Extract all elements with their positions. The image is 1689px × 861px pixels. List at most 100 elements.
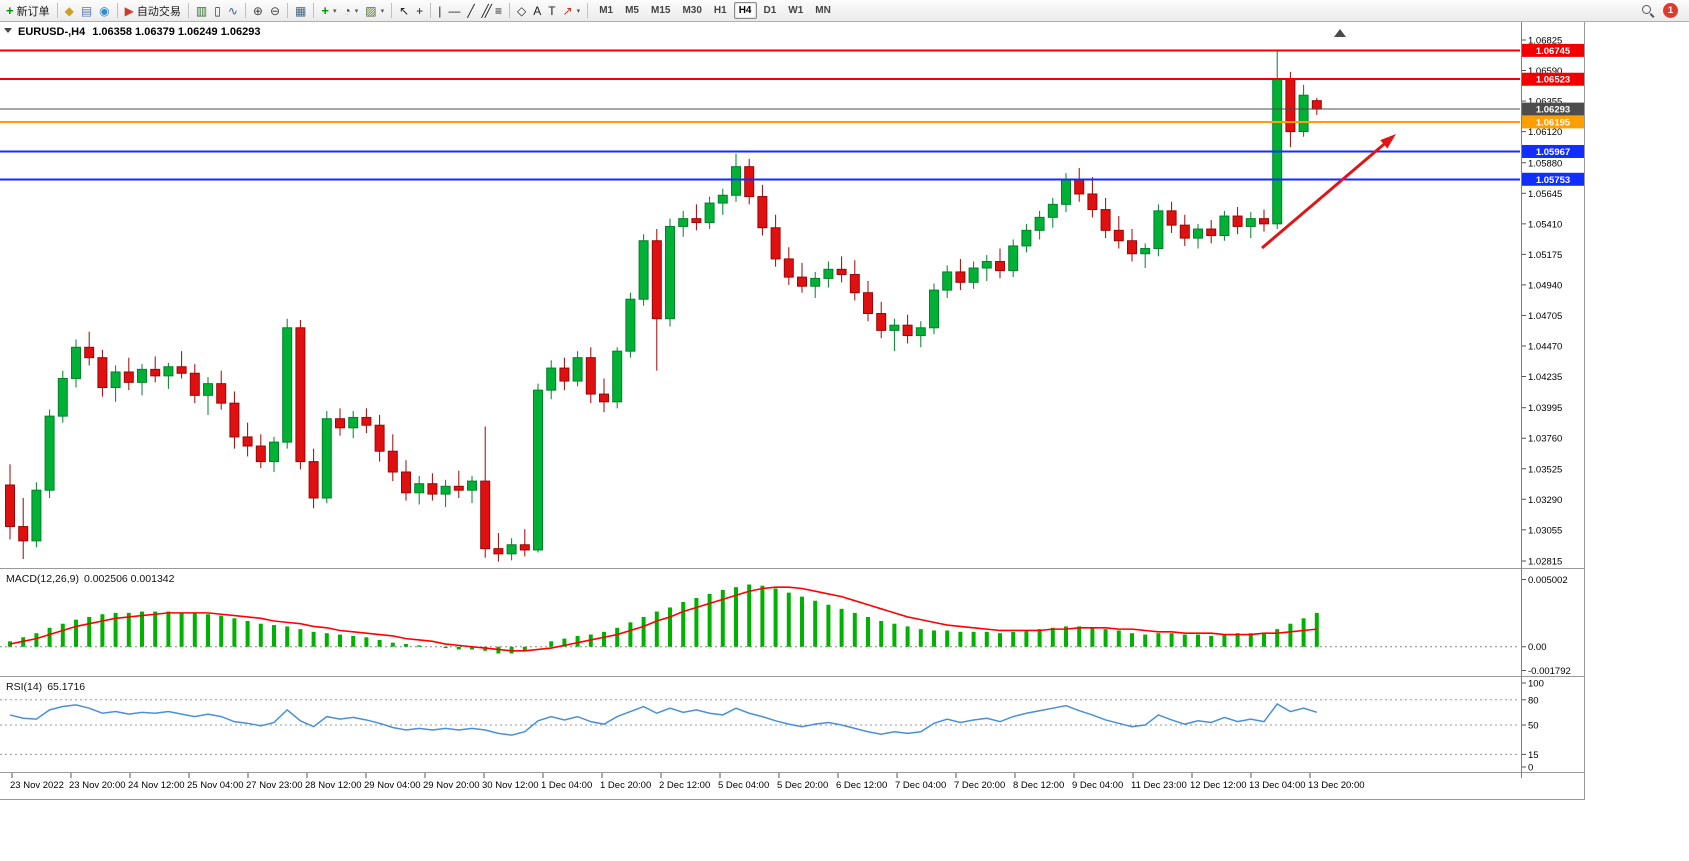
dropdown-arrow-icon: ▾: [576, 7, 581, 15]
time-label: 7 Dec 04:00: [895, 780, 946, 791]
macd-signal-line: [9, 586, 1317, 652]
templates-button[interactable]: ▨ ▾: [362, 2, 387, 20]
candlestick-chart-button[interactable]: ▯: [211, 2, 224, 20]
candle-body: [863, 292, 873, 314]
chart-graphics: 1.06825 1.06590 1.06355 1.06120 1.05880 1.056…: [0, 22, 1585, 802]
candle-body: [1061, 179, 1071, 205]
tile-windows-button[interactable]: ▦: [292, 2, 309, 20]
candle-body: [506, 544, 517, 555]
candle-body: [1245, 218, 1256, 227]
line-chart-button[interactable]: ∿: [225, 2, 241, 20]
candle-body: [968, 267, 979, 283]
tile-windows-icon: ▦: [295, 3, 307, 18]
timeframe-d1[interactable]: D1: [763, 5, 777, 16]
candle-body: [1232, 215, 1243, 227]
text-icon: A: [533, 3, 542, 18]
price-label: 1.06590: [1528, 66, 1562, 77]
timeframe-m5[interactable]: M5: [625, 5, 639, 16]
time-label: 25 Nov 04:00: [187, 780, 244, 791]
periods-button[interactable]: ◔ ▾: [340, 2, 361, 20]
price-axis[interactable]: 1.06825 1.06590 1.06355 1.06120 1.05880 1.056…: [1521, 36, 1585, 568]
candlestick-chart-icon: ▯: [214, 3, 221, 18]
candle-body: [942, 271, 953, 291]
autotrading-button-label: 自动交易: [136, 5, 181, 18]
toolbar-separator: [56, 3, 58, 18]
rsi-line: [9, 703, 1318, 736]
time-label: 5 Dec 04:00: [718, 780, 769, 791]
time-label: 1 Dec 20:00: [600, 780, 651, 791]
time-label: 7 Dec 20:00: [954, 780, 1005, 791]
candle-body: [572, 357, 583, 382]
candle-body: [1285, 79, 1296, 133]
market-watch-button[interactable]: ◉: [96, 2, 112, 20]
indicators-button[interactable]: + ▾: [318, 2, 339, 20]
chart-shift-marker[interactable]: [1334, 29, 1346, 37]
chart-window: 1.06825 1.06590 1.06355 1.06120 1.05880 1.056…: [0, 22, 1585, 802]
vertical-line-button[interactable]: |: [435, 2, 444, 20]
charts-button[interactable]: ◆: [62, 2, 77, 20]
time-label: 30 Nov 12:00: [482, 780, 539, 791]
candle-body: [691, 218, 702, 224]
dropdown-arrow-icon: ▾: [332, 7, 337, 15]
candle-body: [1021, 229, 1032, 247]
timeframe-w1[interactable]: W1: [788, 5, 804, 16]
timeframe-mn[interactable]: MN: [815, 5, 831, 16]
channel-button[interactable]: ╱╱: [479, 2, 493, 20]
candle-body: [282, 327, 293, 443]
arrows-button[interactable]: ↗ ▾: [560, 2, 584, 20]
candle-body: [5, 484, 15, 528]
trend-arrow-head[interactable]: [1380, 134, 1396, 149]
label-button[interactable]: T: [545, 2, 558, 20]
trendline-button[interactable]: ╱: [464, 2, 477, 20]
new-order-button[interactable]: + 新订单: [3, 2, 53, 20]
price-label: 1.04470: [1528, 341, 1562, 352]
rsi-axis-label: 50: [1528, 721, 1539, 732]
candle-body: [480, 480, 491, 550]
text-button[interactable]: A: [530, 2, 544, 20]
timeframe-m15[interactable]: M15: [651, 5, 671, 16]
bar-chart-button[interactable]: ▥: [193, 2, 210, 20]
cursor-icon: ↖: [399, 3, 410, 18]
price-label: 1.05880: [1528, 158, 1562, 169]
candle-body: [414, 483, 425, 494]
notification-badge[interactable]: 1: [1663, 3, 1678, 18]
candle-body: [453, 485, 464, 491]
shapes-button[interactable]: ◇: [514, 2, 529, 20]
cursor-button[interactable]: ↖: [396, 2, 412, 20]
timeframe-m30[interactable]: M30: [682, 5, 702, 16]
trendline-icon: ╱: [467, 3, 475, 18]
profiles-button[interactable]: ▤: [78, 2, 95, 20]
price-tag-label: 1.06745: [1536, 46, 1571, 57]
fibonacci-button[interactable]: ≡: [492, 2, 505, 20]
candle-body: [902, 324, 913, 337]
price-label: 1.05175: [1528, 250, 1562, 261]
toolbar-separator: [313, 3, 315, 18]
price-label: 1.03055: [1528, 525, 1562, 536]
timeframe-m1[interactable]: M1: [599, 5, 614, 16]
crosshair-button[interactable]: +: [413, 2, 426, 20]
candle-body: [731, 166, 741, 196]
time-label: 11 Dec 23:00: [1131, 780, 1187, 791]
price-tag: [1522, 144, 1584, 158]
candle-body: [427, 483, 438, 495]
zoom-out-icon: ⊖: [269, 3, 281, 18]
trend-arrow[interactable]: [1261, 139, 1390, 250]
horizontal-line-button[interactable]: —: [445, 2, 463, 20]
price-label: 1.02815: [1528, 557, 1562, 568]
search-icon: [1641, 4, 1655, 18]
zoom-in-button[interactable]: ⊕: [250, 2, 266, 20]
time-axis[interactable]: 23 Nov 2022 23 Nov 20:00 24 Nov 12:00 25 No…: [10, 773, 1365, 791]
autotrading-button[interactable]: ▶ 自动交易: [122, 2, 184, 20]
horizontal-line-icon: —: [448, 3, 461, 18]
chart-canvas[interactable]: 1.06825 1.06590 1.06355 1.06120 1.05880 1.056…: [0, 22, 1585, 802]
zoom-out-button[interactable]: ⊖: [267, 2, 283, 20]
price-label: 1.06120: [1528, 127, 1562, 138]
timeframe-h4[interactable]: H4: [733, 2, 757, 19]
toolbar-separator: [287, 3, 289, 18]
search-button[interactable]: [1638, 2, 1658, 20]
chart-menu-icon[interactable]: [4, 28, 12, 33]
timeframe-h1[interactable]: H1: [713, 5, 727, 16]
indicators-icon: +: [321, 2, 329, 18]
dropdown-arrow-icon: ▾: [354, 7, 359, 15]
